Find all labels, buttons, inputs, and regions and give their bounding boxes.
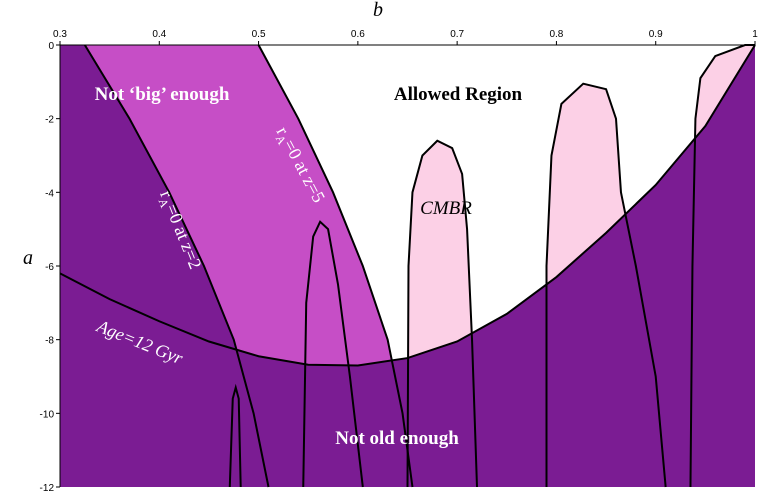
x-axis-title: b [373,0,383,21]
x-tick-label: 0.9 [649,29,663,40]
x-tick-label: 0.3 [53,29,67,40]
x-tick-label: 0.4 [152,29,166,40]
y-tick-label: -12 [40,483,55,491]
x-tick-label: 0.7 [450,29,464,40]
curve [406,139,478,488]
region-label: CMBR [420,198,472,219]
curve [83,44,270,488]
y-tick-label: -6 [45,262,54,273]
region-fill [60,45,755,487]
x-tick-label: 0.8 [549,29,563,40]
y-tick-label: 0 [48,41,54,52]
plot-area [59,44,756,488]
curve [59,44,756,367]
curve [545,82,667,488]
x-tick-label: 0.6 [351,29,365,40]
region-label: Not old enough [335,428,459,449]
y-tick-label: -8 [45,336,54,347]
region-label: Not ‘big’ enough [95,84,230,105]
region-label: Allowed Region [394,84,523,105]
curve [302,220,364,488]
y-tick-label: -4 [45,188,54,199]
curve [257,44,414,488]
y-tick-label: -10 [40,409,55,420]
curve [228,383,242,488]
y-axis-title: a [23,247,33,269]
y-tick-label: -2 [45,115,54,126]
x-tick-label: 1 [752,29,758,40]
x-tick-label: 0.5 [252,29,266,40]
